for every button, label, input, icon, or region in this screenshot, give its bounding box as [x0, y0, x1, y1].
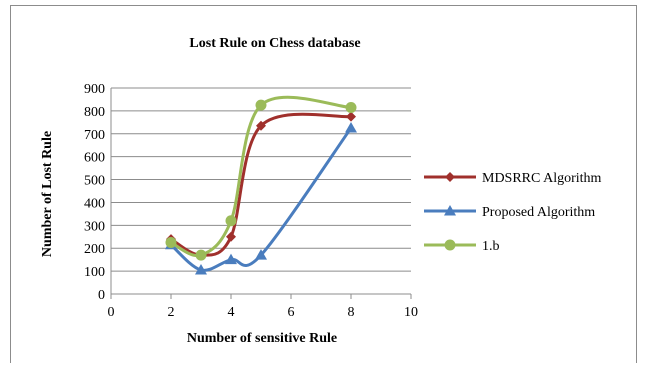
y-tick-label: 0	[98, 288, 105, 303]
y-tick-label: 700	[84, 128, 105, 143]
grid	[111, 87, 411, 272]
x-tick-label: 8	[348, 305, 355, 320]
data-point	[225, 215, 237, 227]
chart-title: Lost Rule on Chess database	[189, 36, 360, 51]
legend-label: Proposed Algorithm	[482, 205, 595, 220]
x-tick-label: 6	[288, 305, 295, 320]
data-point	[256, 120, 266, 131]
legend-item-2: 1.b	[424, 239, 500, 254]
axes: 0 100 200 300 400 500 600 700 800 900 0 2 4 6 8 10	[84, 82, 418, 320]
data-point	[226, 231, 236, 242]
data-point	[345, 122, 357, 133]
x-tick-label: 0	[108, 305, 115, 320]
legend-marker	[444, 205, 456, 216]
data-point	[195, 249, 207, 261]
y-tick-label: 800	[84, 105, 105, 120]
y-tick-label: 500	[84, 174, 105, 189]
x-tick-label: 2	[168, 305, 175, 320]
data-point	[346, 111, 356, 122]
legend-marker	[444, 239, 456, 251]
y-axis-title: Number of Lost Rule	[40, 131, 55, 257]
legend-item-0: MDSRRC Algorithm	[424, 171, 602, 186]
y-tick-label: 400	[84, 196, 105, 211]
y-tick-label: 600	[84, 151, 105, 166]
series-layer	[165, 95, 357, 275]
data-point	[195, 263, 207, 275]
y-tick-label: 900	[84, 82, 105, 97]
x-tick-label: 10	[404, 305, 418, 320]
y-tick-label: 300	[84, 219, 105, 234]
data-point	[255, 249, 267, 260]
data-point	[225, 253, 237, 265]
data-point	[165, 237, 177, 248]
chart-area: Lost Rule on Chess database 0 100 200 300 40…	[10, 5, 637, 363]
legend-item-1: Proposed Algorithm	[424, 205, 595, 220]
legend-label: 1.b	[482, 239, 500, 254]
x-axis-title: Number of sensitive Rule	[187, 331, 337, 346]
data-point	[345, 101, 357, 113]
legend-marker	[445, 172, 455, 182]
data-point	[255, 99, 267, 111]
series-line	[170, 112, 352, 257]
series-2	[165, 95, 357, 261]
x-tick-label: 4	[228, 305, 235, 320]
series-1	[165, 122, 357, 275]
y-tick-label: 100	[84, 265, 105, 280]
line-chart: Lost Rule on Chess database 010020030040…	[40, 36, 602, 346]
legend-label: MDSRRC Algorithm	[482, 171, 602, 186]
y-tick-label: 200	[84, 242, 105, 257]
series-line	[169, 127, 353, 272]
legend: MDSRRC Algorithm Proposed Algorithm 1.b	[424, 171, 602, 254]
